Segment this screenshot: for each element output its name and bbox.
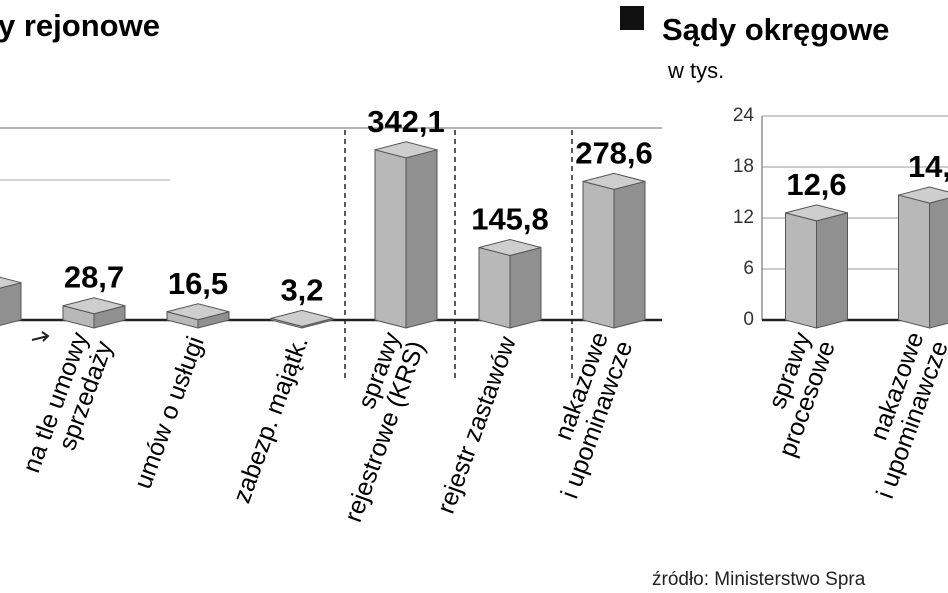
bar xyxy=(898,186,948,329)
value-label: 278,6 xyxy=(575,135,653,170)
chart-subtitle: w tys. xyxy=(667,58,724,83)
bar-top xyxy=(478,238,542,256)
arrow xyxy=(31,331,50,342)
x-tick-label: sprawyprocesowe xyxy=(748,328,840,461)
bar-top xyxy=(374,141,438,159)
bar xyxy=(270,309,334,329)
y-tick-label: 0 xyxy=(743,309,754,330)
legend-square xyxy=(620,6,644,30)
value-label: 16,5 xyxy=(168,266,228,301)
bar-front xyxy=(785,212,817,329)
bar-top xyxy=(582,172,646,190)
bar xyxy=(0,276,22,326)
bar-top xyxy=(0,276,22,289)
bar-top xyxy=(785,204,848,222)
bar-front xyxy=(582,180,615,329)
value-label: 342,1 xyxy=(367,104,445,139)
x-tick-label: umów o usługi xyxy=(129,333,210,493)
y-tick-label: 24 xyxy=(733,105,755,126)
chart-title: y rejonowe xyxy=(0,8,160,43)
bar xyxy=(478,238,542,329)
value-label: 3,2 xyxy=(280,272,323,307)
chart-title: Sądy okręgowe xyxy=(662,12,889,47)
bar xyxy=(785,204,848,329)
value-label: 12,6 xyxy=(786,167,846,202)
value-label: 14, xyxy=(908,149,948,184)
bar-side xyxy=(816,212,848,329)
y-tick-label: 6 xyxy=(743,258,754,279)
y-tick-label: 12 xyxy=(733,207,754,228)
bar-side xyxy=(0,282,22,326)
bar-front xyxy=(374,149,407,329)
x-tick-label: na tle umowysprzedaży xyxy=(17,328,118,485)
bar xyxy=(62,297,126,329)
bar xyxy=(374,141,438,329)
bar-top xyxy=(270,309,334,327)
bar-top xyxy=(898,186,948,204)
bar-side xyxy=(929,197,948,329)
bar xyxy=(582,172,646,329)
bar-front xyxy=(478,246,511,329)
bar-front xyxy=(898,194,930,329)
bar-side xyxy=(405,149,438,329)
x-tick-label: ym: xyxy=(0,333,2,380)
bar-side xyxy=(509,246,542,329)
bar-top xyxy=(62,297,126,315)
bar xyxy=(166,303,230,329)
x-tick-label: sprawyrejestrowe (KRS) xyxy=(314,328,430,526)
x-tick-label: rejestr zastawów xyxy=(432,332,522,517)
value-label: 145,8 xyxy=(471,201,549,236)
x-tick-label: nakazowei upominawcze xyxy=(846,328,948,502)
bar-side xyxy=(613,180,646,329)
value-label: 28,7 xyxy=(64,260,124,295)
x-tick-label: zabezp. majątk. xyxy=(228,333,314,507)
bar-top xyxy=(166,303,230,321)
x-tick-label: nakazowei upominawcze xyxy=(531,328,638,502)
y-tick-label: 18 xyxy=(733,156,754,177)
source: źródło: Ministerstwo Spra xyxy=(652,569,866,590)
